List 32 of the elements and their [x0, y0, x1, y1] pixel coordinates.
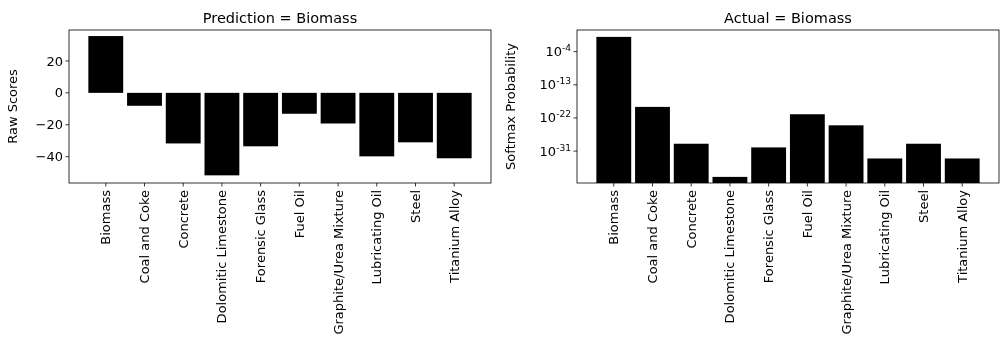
y-axis-title: Raw Scores	[5, 68, 20, 144]
x-tick-label: Steel	[408, 190, 424, 223]
y-tick-label: −40	[35, 149, 63, 165]
x-tick-label: Lubricating Oil	[877, 190, 893, 285]
y-tick-label: 10$^{-22}$	[539, 109, 571, 126]
x-tick-label: Titanium Alloy	[954, 189, 970, 284]
x-tick-label: Lubricating Oil	[369, 190, 385, 285]
x-tick-label: Graphite/Urea Mixture	[838, 190, 854, 335]
x-tick-label: Coal and Coke	[645, 190, 661, 284]
x-tick-label: Titanium Alloy	[446, 189, 462, 284]
x-tick-label: Biomass	[98, 189, 114, 245]
x-tick-label: Fuel Oil	[291, 190, 307, 239]
x-tick-label: Forensic Glass	[761, 189, 777, 284]
y-tick-label: 20	[46, 53, 63, 69]
chart-title: Prediction = Biomass	[202, 10, 358, 26]
y-tick-label: 10$^{-4}$	[545, 43, 572, 60]
x-tick-label: Fuel Oil	[799, 190, 815, 239]
x-tick-label: Graphite/Urea Mixture	[330, 190, 346, 335]
x-tick-label: Coal and Coke	[137, 190, 153, 284]
x-tick-label: Concrete	[175, 190, 191, 249]
x-tick-label: Dolomitic Limestone	[722, 190, 738, 324]
y-tick-label: 0	[54, 85, 63, 101]
y-tick-label: −20	[35, 117, 63, 133]
x-tick-label: Biomass	[606, 189, 622, 245]
x-tick-label: Steel	[916, 190, 932, 223]
x-tick-label: Dolomitic Limestone	[214, 190, 230, 324]
y-tick-label: 10$^{-13}$	[539, 76, 572, 93]
y-axis-title: Softmax Probability	[503, 42, 518, 170]
chart-title: Actual = Biomass	[724, 10, 852, 26]
y-tick-label: 10$^{-31}$	[539, 142, 571, 159]
x-tick-label: Forensic Glass	[253, 189, 269, 284]
x-tick-label: Concrete	[683, 190, 699, 249]
